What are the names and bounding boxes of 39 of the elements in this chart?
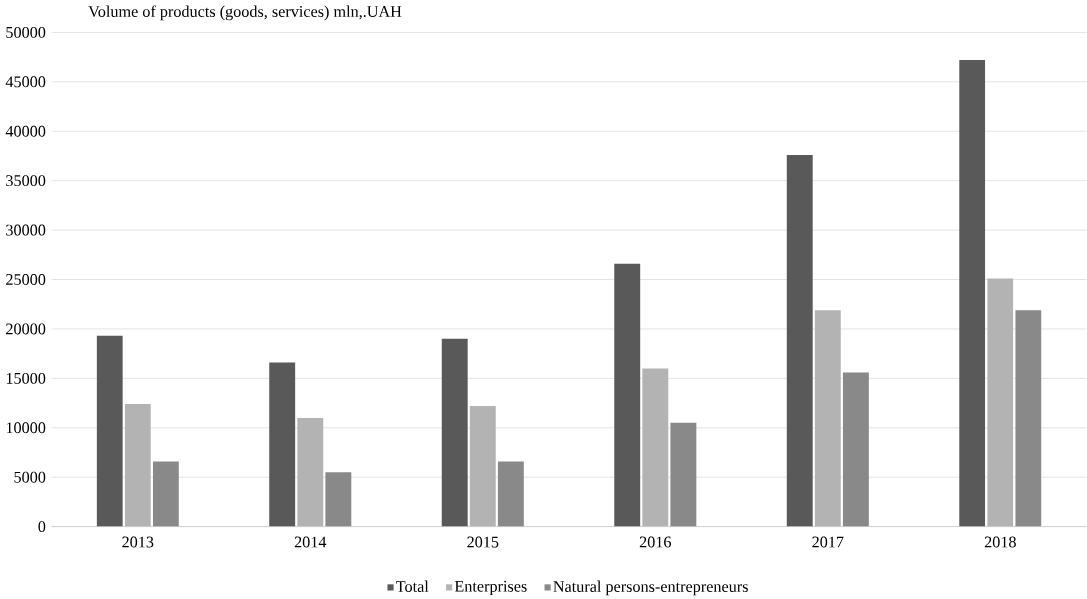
bar	[469, 406, 496, 527]
bar	[297, 418, 324, 527]
x-tick-label: 2014	[294, 536, 327, 548]
bar	[152, 461, 179, 527]
y-tick-label: 25000	[6, 274, 46, 286]
bar	[497, 461, 524, 527]
x-tick-label: 2013	[122, 536, 154, 548]
bar	[814, 310, 841, 527]
legend-label: Enterprises	[454, 581, 527, 596]
y-tick-label: 5000	[14, 471, 46, 483]
bar	[670, 423, 697, 527]
x-tick-label: 2018	[984, 536, 1016, 548]
y-tick-label: 45000	[5, 76, 46, 88]
x-tick-label: 2016	[639, 536, 672, 548]
y-tick-label: 30000	[6, 224, 46, 236]
y-tick-label: 40000	[5, 125, 46, 137]
bar	[987, 278, 1014, 527]
y-tick-label: 0	[38, 521, 46, 533]
x-tick-label: 2017	[812, 536, 844, 548]
legend-label: Natural persons-entrepreneurs	[553, 580, 748, 596]
y-tick-label: 20000	[6, 323, 46, 335]
bar	[441, 339, 468, 527]
bar	[959, 60, 986, 527]
bar	[642, 368, 669, 527]
bar	[269, 362, 296, 527]
y-tick-label: 35000	[6, 175, 46, 187]
y-tick-label: 15000	[6, 373, 46, 385]
y-tick-label: 50000	[6, 27, 46, 39]
chart-title: Volume of products (goods, services) mln,.UAH	[88, 5, 402, 21]
bar	[96, 336, 123, 527]
bar	[614, 263, 641, 527]
y-tick-label: 10000	[6, 422, 46, 434]
bar	[1015, 310, 1042, 527]
bar	[786, 155, 813, 527]
bar	[325, 472, 352, 527]
x-tick-label: 2015	[467, 536, 499, 548]
bar	[124, 404, 151, 527]
legend-label: Total	[396, 580, 429, 593]
bar	[842, 372, 869, 527]
